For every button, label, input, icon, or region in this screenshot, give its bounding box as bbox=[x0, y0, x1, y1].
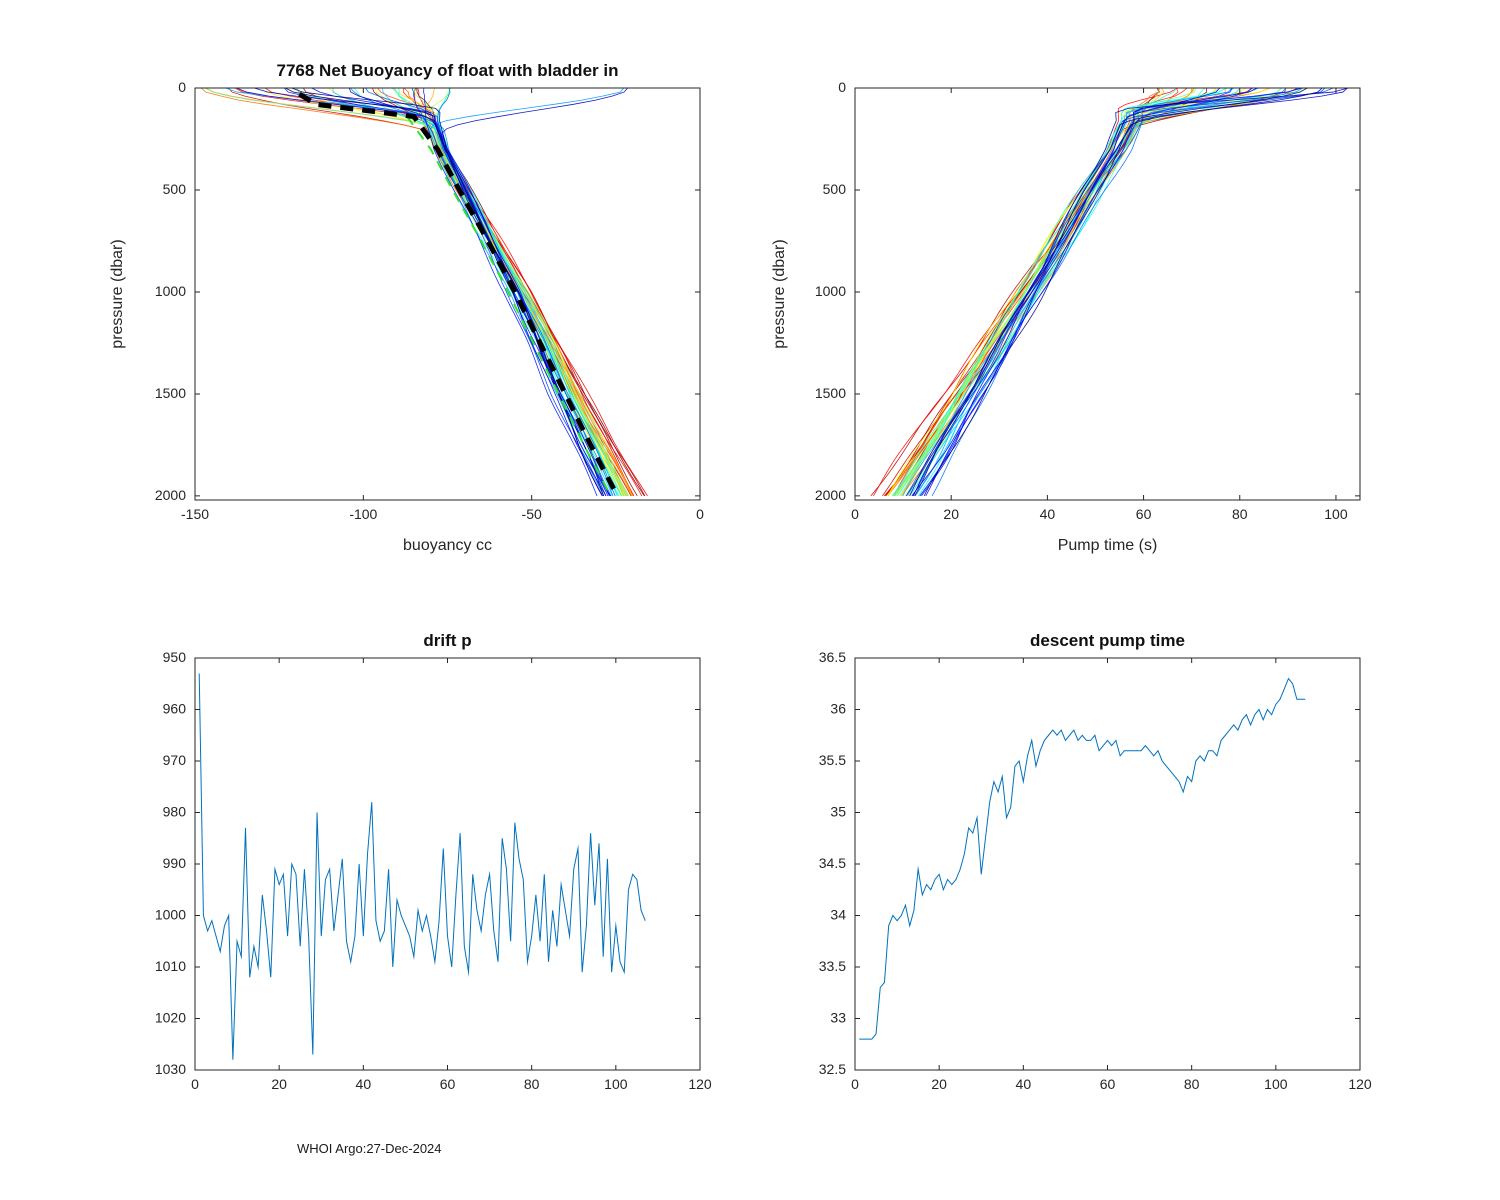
net-buoyancy-xlabel: buoyancy cc bbox=[403, 537, 492, 554]
pump-time-ylabel: pressure (dbar) bbox=[771, 239, 788, 349]
descent-pump-time-title: descent pump time bbox=[1030, 631, 1185, 650]
figure-footer-note: WHOI Argo:27-Dec-2024 bbox=[297, 1141, 442, 1156]
net-buoyancy-ylabel: pressure (dbar) bbox=[109, 239, 126, 349]
net-buoyancy-plot-canvas bbox=[140, 58, 720, 533]
descent-pump-time-plot-canvas bbox=[800, 628, 1380, 1103]
net-buoyancy-title: 7768 Net Buoyancy of float with bladder … bbox=[276, 61, 619, 80]
pump-time-xlabel: Pump time (s) bbox=[1057, 537, 1158, 554]
drift-p-title: drift p bbox=[423, 631, 472, 650]
drift-p-plot-canvas bbox=[140, 628, 720, 1103]
pump-time-plot-canvas bbox=[800, 58, 1380, 533]
